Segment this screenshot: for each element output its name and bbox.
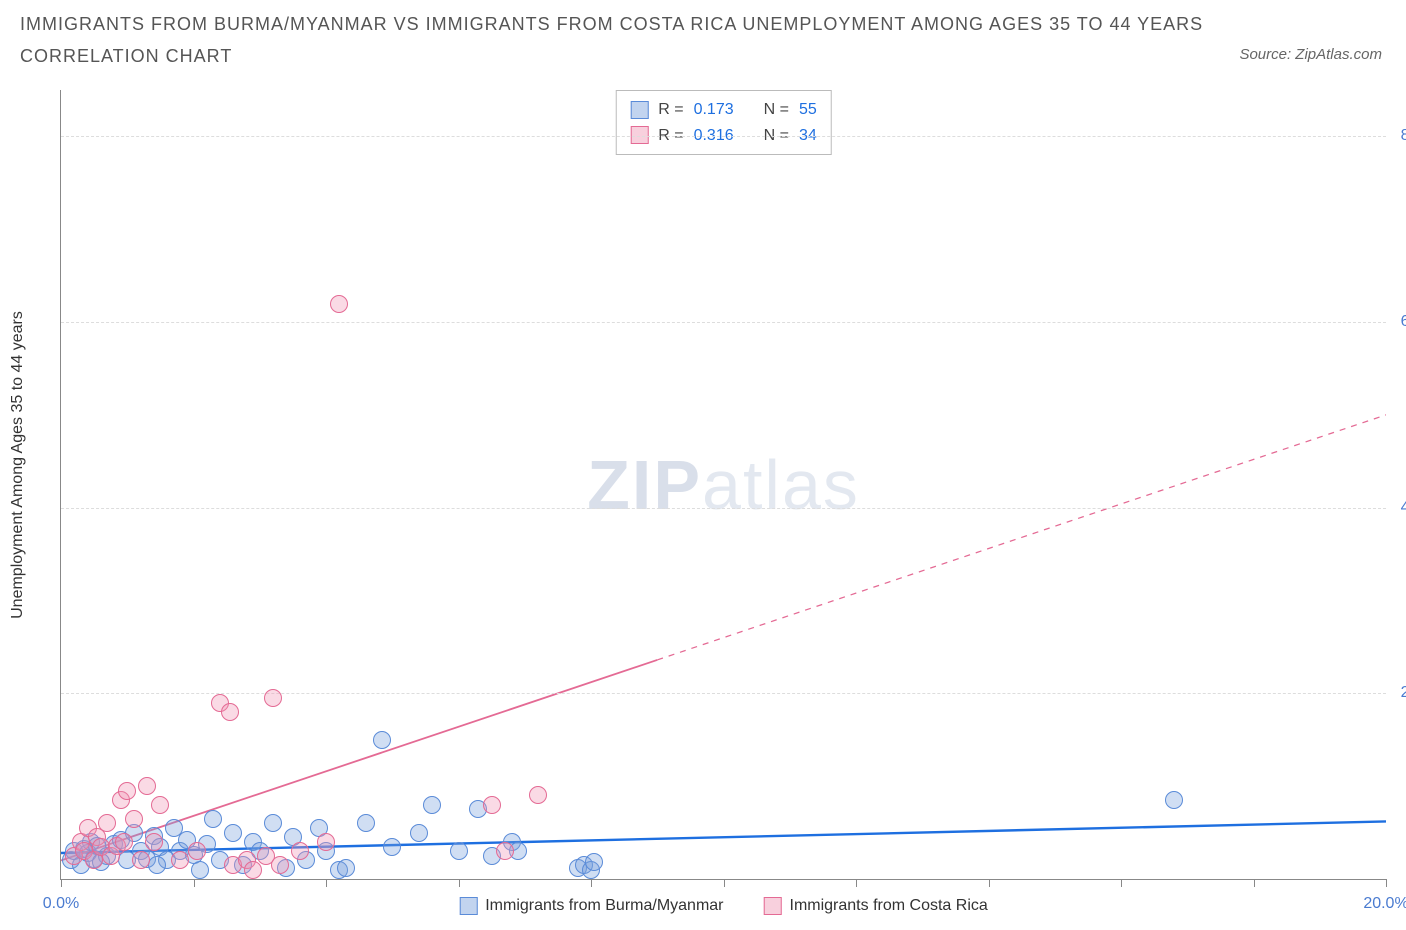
stats-n-label: N = bbox=[764, 123, 789, 149]
legend-swatch-burma bbox=[459, 897, 477, 915]
gridline-h bbox=[61, 136, 1386, 137]
scatter-point-costarica bbox=[145, 833, 163, 851]
scatter-point-costarica bbox=[271, 856, 289, 874]
x-tick bbox=[724, 879, 725, 887]
source-label: Source: ZipAtlas.com bbox=[1239, 46, 1382, 63]
scatter-point-burma bbox=[383, 838, 401, 856]
scatter-point-burma bbox=[148, 856, 166, 874]
stats-row-burma: R = 0.173 N = 55 bbox=[630, 97, 817, 123]
gridline-h bbox=[61, 508, 1386, 509]
scatter-point-costarica bbox=[264, 689, 282, 707]
scatter-point-costarica bbox=[151, 796, 169, 814]
y-tick-label: 60.0% bbox=[1391, 313, 1406, 331]
scatter-point-costarica bbox=[188, 842, 206, 860]
scatter-point-costarica bbox=[244, 861, 262, 879]
legend-swatch-costarica bbox=[764, 897, 782, 915]
gridline-h bbox=[61, 693, 1386, 694]
y-axis-label: Unemployment Among Ages 35 to 44 years bbox=[9, 311, 27, 619]
scatter-point-costarica bbox=[496, 842, 514, 860]
stats-r-label: R = bbox=[658, 97, 683, 123]
bottom-legend: Immigrants from Burma/Myanmar Immigrants … bbox=[459, 897, 988, 915]
x-tick bbox=[856, 879, 857, 887]
y-tick-label: 20.0% bbox=[1391, 684, 1406, 702]
scatter-point-burma bbox=[191, 861, 209, 879]
legend-label-burma: Immigrants from Burma/Myanmar bbox=[485, 897, 723, 915]
scatter-point-costarica bbox=[529, 786, 547, 804]
scatter-point-burma bbox=[1165, 791, 1183, 809]
scatter-point-costarica bbox=[221, 703, 239, 721]
swatch-burma bbox=[630, 101, 648, 119]
trend-lines-layer bbox=[61, 90, 1386, 879]
trend-line-dashed-costarica bbox=[657, 415, 1386, 660]
legend-item-burma: Immigrants from Burma/Myanmar bbox=[459, 897, 723, 915]
scatter-point-burma bbox=[410, 824, 428, 842]
stats-n-label: N = bbox=[764, 97, 789, 123]
chart-title-line2: CORRELATION CHART bbox=[20, 40, 1206, 72]
scatter-point-burma bbox=[373, 731, 391, 749]
stats-r-label: R = bbox=[658, 123, 683, 149]
x-tick bbox=[459, 879, 460, 887]
y-tick-label: 40.0% bbox=[1391, 499, 1406, 517]
scatter-point-burma bbox=[423, 796, 441, 814]
scatter-point-burma bbox=[337, 859, 355, 877]
scatter-point-burma bbox=[204, 810, 222, 828]
y-tick-label: 80.0% bbox=[1391, 127, 1406, 145]
gridline-h bbox=[61, 322, 1386, 323]
watermark-b: atlas bbox=[702, 446, 860, 524]
x-tick bbox=[61, 879, 62, 887]
x-tick bbox=[1121, 879, 1122, 887]
watermark-a: ZIP bbox=[587, 446, 702, 524]
x-tick bbox=[194, 879, 195, 887]
watermark: ZIPatlas bbox=[587, 445, 860, 525]
scatter-point-burma bbox=[357, 814, 375, 832]
legend-item-costarica: Immigrants from Costa Rica bbox=[764, 897, 988, 915]
scatter-point-costarica bbox=[138, 777, 156, 795]
stats-r-value: 0.316 bbox=[694, 123, 734, 149]
swatch-costarica bbox=[630, 126, 648, 144]
stats-row-costarica: R = 0.316 N = 34 bbox=[630, 123, 817, 149]
stats-legend-box: R = 0.173 N = 55 R = 0.316 N = 34 bbox=[615, 90, 832, 155]
scatter-point-burma bbox=[224, 824, 242, 842]
x-tick bbox=[1254, 879, 1255, 887]
scatter-point-burma bbox=[264, 814, 282, 832]
scatter-point-costarica bbox=[125, 810, 143, 828]
scatter-point-costarica bbox=[98, 814, 116, 832]
stats-r-value: 0.173 bbox=[694, 97, 734, 123]
x-tick bbox=[591, 879, 592, 887]
scatter-point-costarica bbox=[330, 295, 348, 313]
scatter-point-costarica bbox=[132, 851, 150, 869]
scatter-point-costarica bbox=[291, 842, 309, 860]
x-tick bbox=[989, 879, 990, 887]
scatter-point-costarica bbox=[317, 833, 335, 851]
stats-n-value: 34 bbox=[799, 123, 817, 149]
legend-label-costarica: Immigrants from Costa Rica bbox=[790, 897, 988, 915]
scatter-point-costarica bbox=[483, 796, 501, 814]
x-tick-label: 0.0% bbox=[43, 895, 79, 913]
scatter-point-burma bbox=[585, 853, 603, 871]
x-tick bbox=[326, 879, 327, 887]
scatter-point-burma bbox=[450, 842, 468, 860]
chart-title-line1: IMMIGRANTS FROM BURMA/MYANMAR VS IMMIGRA… bbox=[20, 8, 1206, 40]
stats-n-value: 55 bbox=[799, 97, 817, 123]
scatter-point-costarica bbox=[115, 833, 133, 851]
plot-area: ZIPatlas R =0.173N =55R =0.316N =34 Immi… bbox=[60, 90, 1386, 880]
x-tick bbox=[1386, 879, 1387, 887]
x-tick-label: 20.0% bbox=[1363, 895, 1406, 913]
scatter-point-costarica bbox=[118, 782, 136, 800]
scatter-point-costarica bbox=[171, 851, 189, 869]
